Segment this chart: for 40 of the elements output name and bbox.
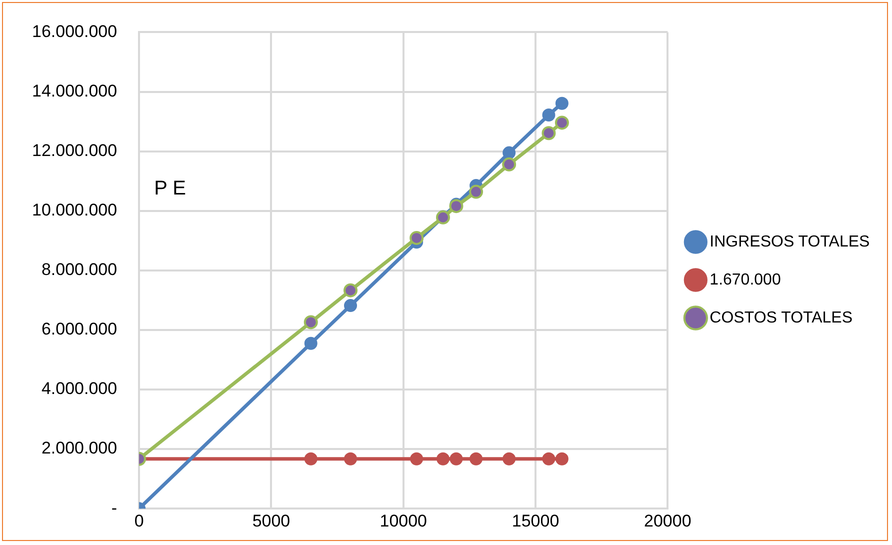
point [502,146,516,160]
x-tick-label: 15000 [512,511,560,530]
legend-label: INGRESOS TOTALES [710,233,870,250]
point [344,452,358,466]
point [555,452,568,466]
y-tick-label: 10.000.000 [32,200,118,220]
point [344,283,358,298]
y-tick-label: 6.000.000 [41,320,118,339]
point [449,199,464,214]
point [410,452,424,466]
y-tick-label: 16.000.000 [32,22,118,41]
legend-label: 1.670.000 [710,271,781,288]
point [542,126,556,140]
x-tick-label: 20000 [644,511,692,530]
y-tick-label: 4.000.000 [41,379,118,398]
point [542,108,556,122]
point [436,452,450,466]
point [502,157,516,172]
point [502,452,516,466]
x-tick-label: 0 [134,511,144,530]
x-tick-label: 5000 [252,511,290,530]
point [469,184,484,199]
x-tick-label: 10000 [380,511,428,530]
point [470,452,483,466]
y-tick-label: 14.000.000 [32,81,118,100]
y-tick-label: 12.000.000 [32,140,118,160]
y-tick-label: - [111,498,118,518]
annotation: P E [154,178,186,200]
point [304,452,318,466]
point [304,336,318,350]
point [304,315,318,330]
point [344,299,358,312]
point [450,452,463,466]
point [554,116,569,130]
y-tick-label: 8.000.000 [41,260,118,280]
point [555,96,568,110]
point [410,230,424,245]
y-tick-label: 2.000.000 [41,438,118,458]
legend-label: COSTOS TOTALES [710,309,853,326]
point [542,452,556,466]
